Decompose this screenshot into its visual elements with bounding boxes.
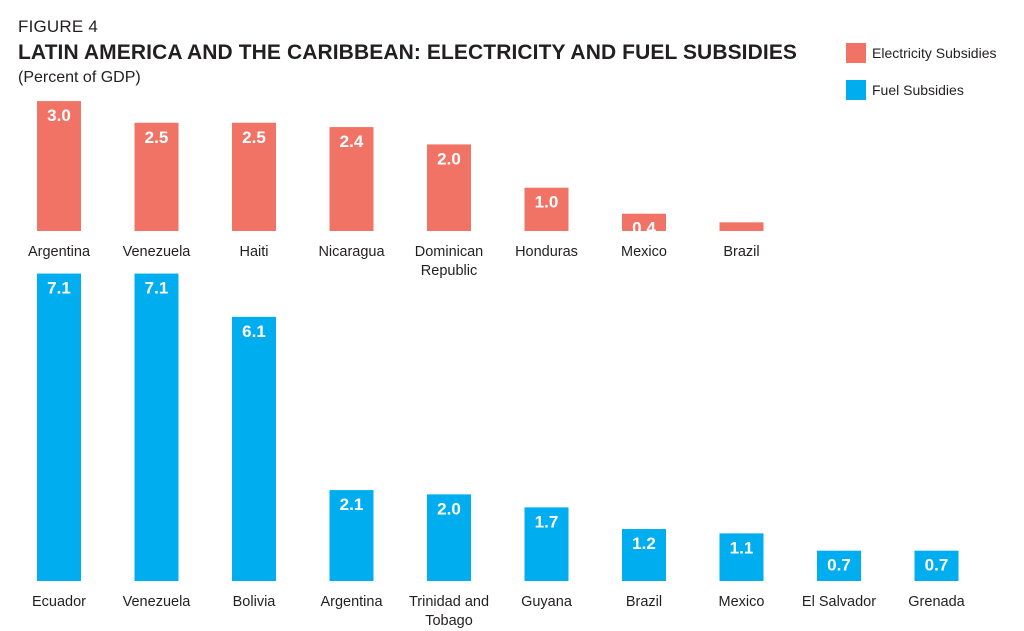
category-label-fuel-3: Argentina [320, 594, 383, 610]
chart-subtitle: (Percent of GDP) [18, 69, 141, 86]
category-label-fuel-8: El Salvador [802, 594, 876, 610]
bar-fuel-0 [37, 273, 81, 581]
category-label-electricity-3: Nicaragua [318, 244, 385, 260]
category-label-electricity-4: Dominican [415, 244, 484, 260]
bar-value-label-fuel-9: 0.7 [925, 556, 949, 575]
bar-value-label-electricity-6: 0.4 [632, 219, 656, 238]
bar-electricity-7 [719, 222, 764, 231]
bar-value-label-fuel-6: 1.2 [632, 534, 656, 553]
legend-item-electricity: Electricity Subsidies [846, 41, 997, 65]
category-label-electricity-1: Venezuela [123, 244, 192, 260]
category-label-fuel-4: Trinidad and [409, 594, 489, 610]
legend-swatch-electricity [846, 43, 866, 63]
bar-value-label-electricity-4: 2.0 [437, 149, 461, 168]
category-label-electricity-7: Brazil [723, 244, 759, 260]
category-label-fuel-6: Brazil [626, 594, 662, 610]
category-label-fuel-4: Tobago [425, 613, 473, 629]
bar-electricity-6 [622, 213, 666, 231]
bar-fuel-3 [329, 490, 374, 581]
category-label-electricity-4: Republic [421, 263, 477, 279]
bar-fuel-5 [524, 507, 569, 581]
bar-value-label-electricity-7: 0.2 [730, 227, 754, 246]
bar-value-label-electricity-1: 2.5 [145, 128, 169, 147]
legend-label-fuel: Fuel Subsidies [872, 82, 964, 98]
bar-value-label-fuel-2: 6.1 [242, 322, 266, 341]
category-label-electricity-5: Honduras [515, 244, 578, 260]
bar-value-label-electricity-0: 3.0 [47, 106, 71, 125]
bar-value-label-fuel-8: 0.7 [827, 556, 851, 575]
bar-value-label-fuel-1: 7.1 [145, 279, 169, 298]
bar-value-label-fuel-7: 1.1 [730, 538, 754, 557]
bar-electricity-5 [524, 187, 569, 231]
bar-fuel-1 [134, 273, 179, 581]
bar-fuel-4 [427, 494, 471, 581]
bar-fuel-6 [622, 529, 666, 581]
category-label-electricity-0: Argentina [28, 244, 91, 260]
category-label-fuel-1: Venezuela [123, 594, 192, 610]
category-label-fuel-2: Bolivia [233, 594, 277, 610]
bar-electricity-3 [329, 127, 374, 231]
chart-title: LATIN AMERICA AND THE CARIBBEAN: ELECTRI… [18, 41, 798, 64]
bar-fuel-7 [719, 533, 764, 581]
bar-value-label-electricity-5: 1.0 [535, 193, 559, 212]
bar-electricity-0 [37, 101, 81, 231]
bar-fuel-9 [914, 550, 959, 581]
legend-label-electricity: Electricity Subsidies [872, 45, 997, 61]
bar-fuel-2 [232, 316, 276, 581]
category-label-fuel-9: Grenada [908, 594, 965, 610]
bar-electricity-2 [232, 122, 276, 231]
category-label-electricity-6: Mexico [621, 244, 667, 260]
category-label-fuel-5: Guyana [521, 594, 573, 610]
category-label-fuel-7: Mexico [719, 594, 765, 610]
bar-value-label-fuel-5: 1.7 [535, 512, 559, 531]
bar-fuel-8 [817, 550, 861, 581]
bar-value-label-electricity-3: 2.4 [340, 132, 364, 151]
bar-value-label-fuel-3: 2.1 [340, 495, 364, 514]
bar-electricity-4 [427, 144, 471, 231]
bar-series-fuel: 7.1 Ecuador 7.1 Venezuela 6.1 Bolivia 2.1 Argen… [32, 273, 966, 629]
figure-label: FIGURE 4 [18, 17, 99, 36]
bar-value-label-electricity-2: 2.5 [242, 128, 266, 147]
bar-electricity-1 [134, 122, 179, 231]
bar-value-label-fuel-0: 7.1 [47, 279, 71, 298]
legend-swatch-fuel [846, 80, 866, 100]
category-label-electricity-2: Haiti [239, 244, 268, 260]
category-label-fuel-0: Ecuador [32, 594, 86, 610]
bar-value-label-fuel-4: 2.0 [437, 499, 461, 518]
bar-series-electricity: 3.0 Argentina 2.5 Venezuela 2.5 Haiti 2.4 Nicar… [28, 101, 764, 279]
legend-item-fuel: Fuel Subsidies [846, 78, 964, 102]
